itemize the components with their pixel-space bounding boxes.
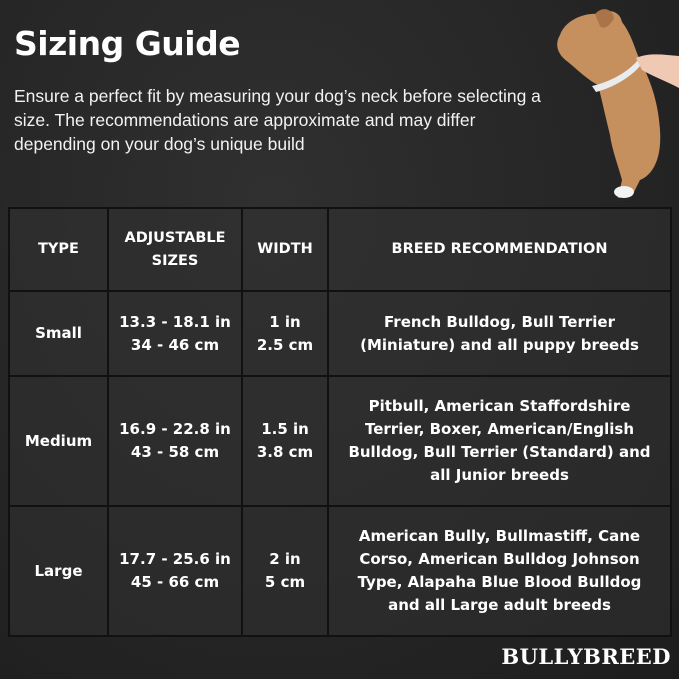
cell-type: Small: [8, 290, 109, 377]
header-breed-recommendation: BREED RECOMMENDATION: [327, 207, 672, 292]
intro-text: Ensure a perfect fit by measuring your d…: [14, 86, 541, 154]
page-title: Sizing Guide: [14, 24, 241, 63]
cell-width: 1.5 in 3.8 cm: [241, 375, 329, 507]
cell-breeds: French Bulldog, Bull Terrier (Miniature)…: [327, 290, 672, 377]
table-row: Medium 16.9 - 22.8 in 43 - 58 cm 1.5 in …: [8, 375, 672, 507]
table-header-row: TYPE ADJUSTABLE SIZES WIDTH BREED RECOMM…: [8, 207, 672, 292]
cell-width: 2 in 5 cm: [241, 505, 329, 637]
cell-breeds: Pitbull, American Staffordshire Terrier,…: [327, 375, 672, 507]
cell-type: Medium: [8, 375, 109, 507]
cell-breeds: American Bully, Bullmastiff, Cane Corso,…: [327, 505, 672, 637]
brand-logo: BULLYBREED: [501, 644, 671, 669]
header-width: WIDTH: [241, 207, 329, 292]
header-adjustable-sizes: ADJUSTABLE SIZES: [107, 207, 243, 292]
cell-sizes: 16.9 - 22.8 in 43 - 58 cm: [107, 375, 243, 507]
cell-width: 1 in 2.5 cm: [241, 290, 329, 377]
table-row: Large 17.7 - 25.6 in 45 - 66 cm 2 in 5 c…: [8, 505, 672, 637]
cell-sizes: 13.3 - 18.1 in 34 - 46 cm: [107, 290, 243, 377]
cell-sizes: 17.7 - 25.6 in 45 - 66 cm: [107, 505, 243, 637]
sizing-table: TYPE ADJUSTABLE SIZES WIDTH BREED RECOMM…: [8, 207, 672, 637]
dog-measuring-photo: [557, 9, 679, 198]
header-type: TYPE: [8, 207, 109, 292]
table-row: Small 13.3 - 18.1 in 34 - 46 cm 1 in 2.5…: [8, 290, 672, 377]
cell-type: Large: [8, 505, 109, 637]
